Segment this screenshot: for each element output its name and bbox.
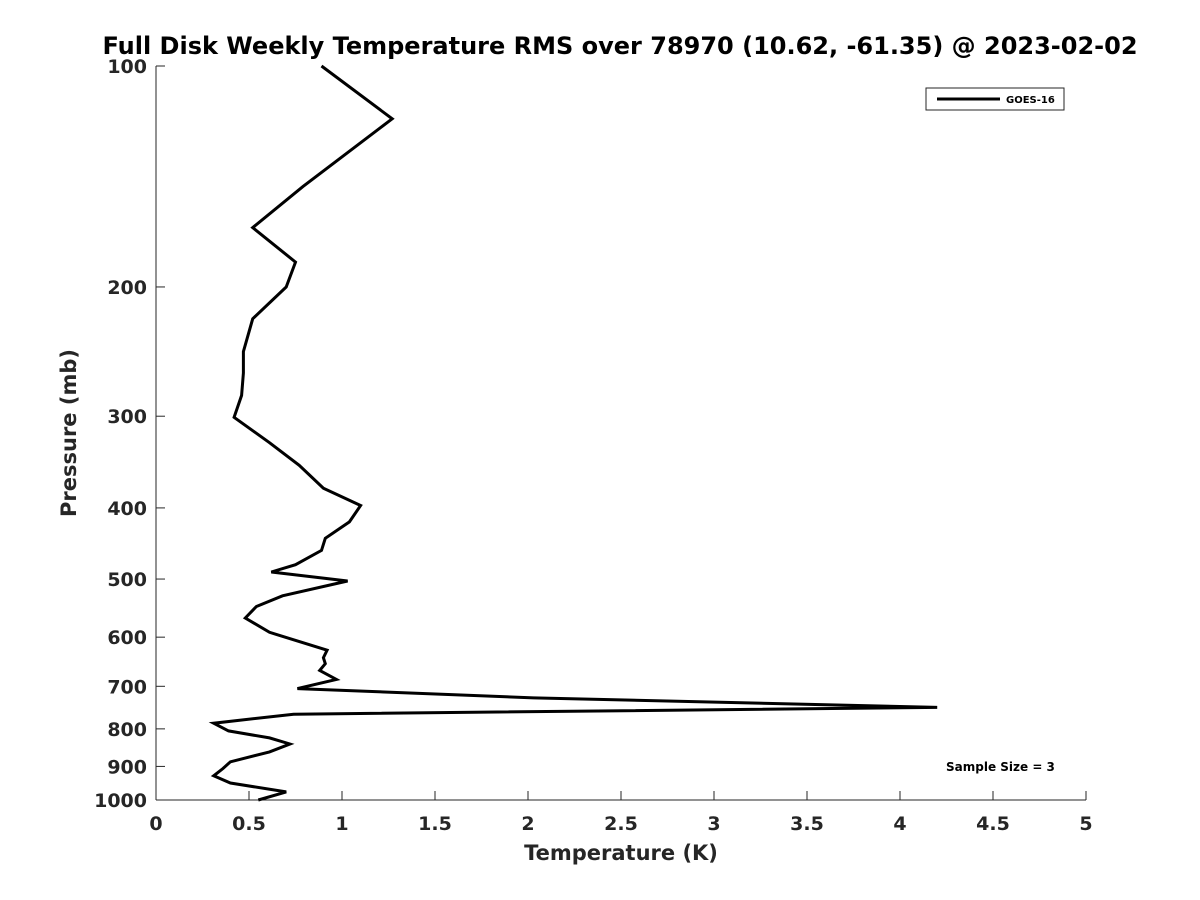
x-tick-label: 0.5 <box>232 813 266 835</box>
legend-label-goes-16: GOES-16 <box>1006 95 1055 106</box>
y-tick-label: 800 <box>107 719 147 741</box>
x-tick-label: 2.5 <box>604 813 638 835</box>
y-axis-label: Pressure (mb) <box>57 349 81 517</box>
x-axis: 0 0.5 1 1.5 2 2.5 3 3.5 4 4.5 5 <box>149 791 1093 835</box>
y-tick-label: 500 <box>107 569 147 591</box>
y-tick-label: 200 <box>107 277 147 299</box>
y-tick-label: 900 <box>107 756 147 778</box>
x-tick-label: 3.5 <box>790 813 824 835</box>
x-tick-label: 2 <box>521 813 534 835</box>
y-axis: 100 200 300 400 500 600 700 800 900 1000 <box>94 56 165 812</box>
x-tick-label: 1.5 <box>418 813 452 835</box>
y-tick-label: 100 <box>107 56 147 78</box>
series-line-goes-16 <box>208 64 938 802</box>
x-tick-label: 3 <box>707 813 720 835</box>
x-axis-label: Temperature (K) <box>524 841 718 865</box>
y-tick-label: 1000 <box>94 790 147 812</box>
y-tick-label: 600 <box>107 627 147 649</box>
series-lines <box>208 64 938 802</box>
legend: GOES-16 <box>925 87 1065 111</box>
x-tick-label: 5 <box>1079 813 1092 835</box>
x-tick-label: 1 <box>335 813 348 835</box>
chart-title: Full Disk Weekly Temperature RMS over 78… <box>102 32 1137 60</box>
x-tick-label: 4 <box>893 813 906 835</box>
x-tick-label: 0 <box>149 813 162 835</box>
y-tick-label: 300 <box>107 406 147 428</box>
y-tick-label: 700 <box>107 676 147 698</box>
sample-size-annotation: Sample Size = 3 <box>946 760 1055 774</box>
x-tick-label: 4.5 <box>976 813 1010 835</box>
y-tick-label: 400 <box>107 498 147 520</box>
